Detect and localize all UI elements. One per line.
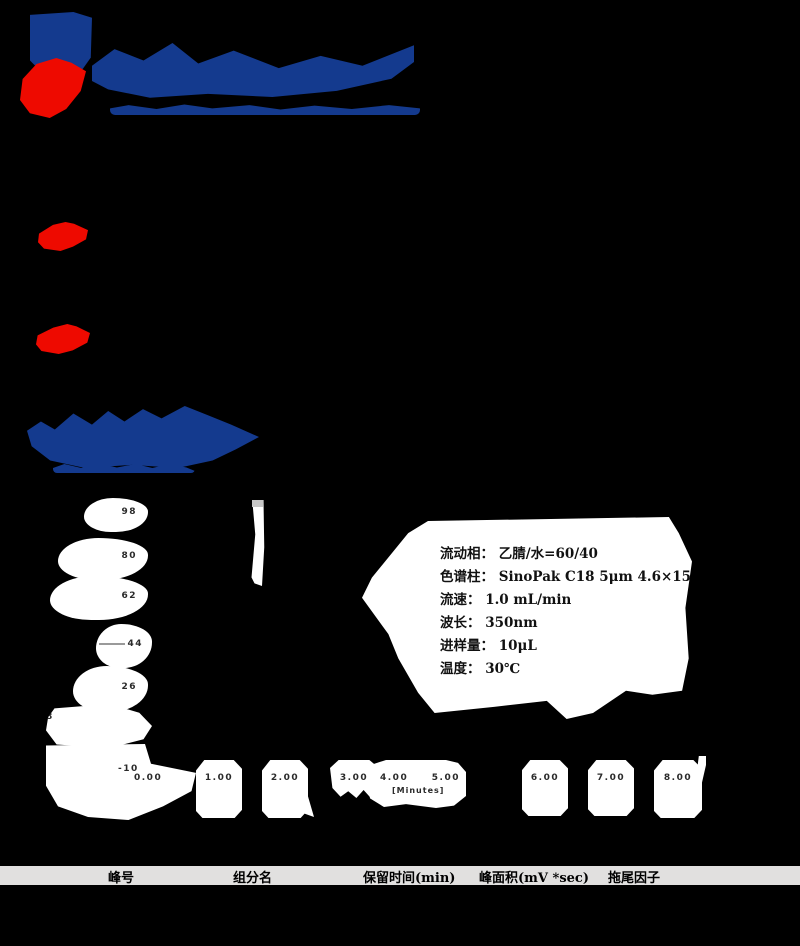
header-retention-time: 保留时间(min) — [363, 871, 456, 886]
y-tick-blob-80: 80 — [58, 538, 148, 580]
x-tick-5: 5.00 — [431, 773, 460, 783]
x-tick-1: 1.00 — [204, 773, 234, 783]
x-tick-blob-2: 2.00 — [262, 760, 308, 818]
header-peak-number: 峰号 — [108, 871, 135, 886]
x-tick-4: 4.00 — [380, 773, 409, 783]
x-tick-blob-8-hook — [695, 756, 706, 786]
param-temperature: 温度： 30℃ — [440, 661, 521, 677]
param-column: 色谱柱： SinoPak C18 5μm 4.6×150mm — [440, 569, 730, 585]
main-peak-cap — [252, 500, 263, 507]
x-tick-8: 8.00 — [663, 773, 693, 783]
param-mobile-phase: 流动相： 乙腈/水=60/40 — [440, 546, 598, 562]
param-flow-rate: 流速： 1.0 mL/min — [440, 592, 572, 608]
logo-wordmark-blob — [92, 43, 414, 98]
y-tick-80: 80 — [121, 551, 137, 561]
y-tick-62: 62 — [121, 591, 137, 601]
x-tick-blob-7: 7.00 — [588, 760, 634, 816]
logo-subtitle-blob — [110, 104, 420, 115]
y-tick-98: 98 — [121, 507, 137, 517]
y-tick-26: 26 — [121, 682, 137, 692]
red-bullet-2 — [36, 324, 90, 354]
red-bullet-1 — [38, 222, 88, 251]
section-heading-underline-blob — [53, 463, 195, 473]
y-tick-neg10: -10 — [118, 764, 139, 774]
results-table-header-row: 峰号 组分名 保留时间(min) 峰面积(mV *sec) 拖尾因子 — [0, 866, 800, 886]
x-tick-3: 3.00 — [339, 773, 369, 783]
param-injection-volume: 进样量： 10μL — [440, 638, 537, 654]
x-tick-6: 6.00 — [530, 773, 560, 783]
x-tick-2: 2.00 — [270, 773, 300, 783]
gridline-dash — [99, 642, 126, 645]
y-tick-blob-98: 98 — [84, 498, 148, 532]
x-axis-label: [Minutes] — [392, 786, 445, 795]
y-tick-blob-44: 44 — [96, 624, 152, 668]
axis-origin-blob: -10 0.00 — [46, 744, 196, 820]
parameter-callout: 流动相： 乙腈/水=60/40 色谱柱： SinoPak C18 5μm 4.6… — [362, 517, 692, 719]
x-tick-blob-1: 1.00 — [196, 760, 242, 818]
y-tick-8: 8 — [46, 712, 54, 722]
y-tick-blob-62: 62 — [50, 576, 148, 620]
y-tick-44: 44 — [99, 639, 143, 649]
logo-accent-blob — [20, 58, 86, 118]
section-heading-blob — [27, 406, 259, 468]
header-component-name: 组分名 — [233, 871, 273, 886]
main-peak-halo — [251, 500, 265, 586]
header-peak-area: 峰面积(mV *sec) — [479, 871, 589, 886]
header-tailing-factor: 拖尾因子 — [608, 871, 661, 886]
x-tick-blob-4-5: 4.00 5.00 [Minutes] — [366, 760, 466, 808]
x-tick-7: 7.00 — [596, 773, 626, 783]
x-tick-blob-6: 6.00 — [522, 760, 568, 816]
param-wavelength: 波长： 350nm — [440, 615, 538, 631]
parameter-list: 流动相： 乙腈/水=60/40 色谱柱： SinoPak C18 5μm 4.6… — [440, 543, 730, 681]
y-tick-blob-8: 8 — [46, 704, 152, 748]
x-tick-0: 0.00 — [134, 773, 163, 783]
x-tick-blob-8: 8.00 — [654, 760, 702, 818]
